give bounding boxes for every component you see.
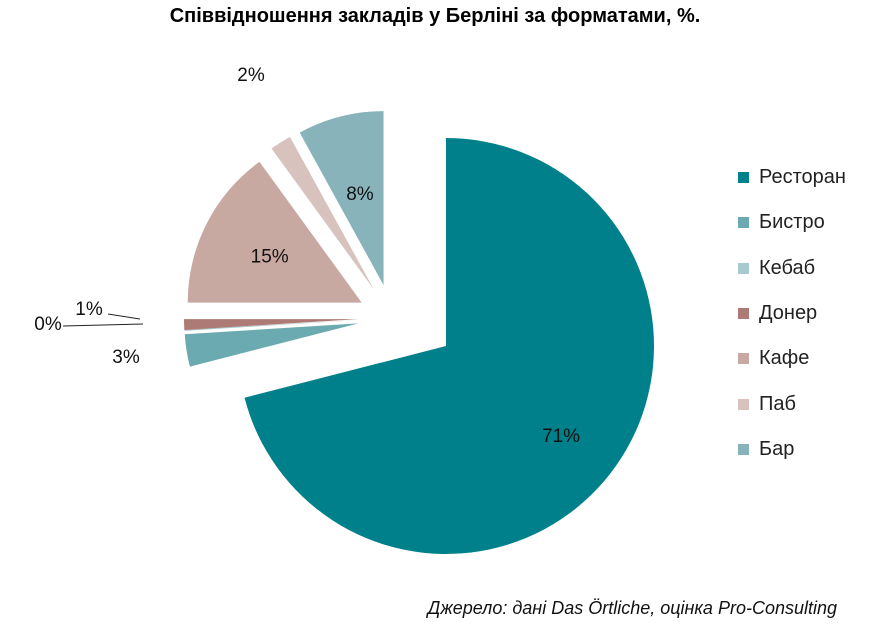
legend-label: Кафе (759, 347, 810, 370)
legend-item-3: Кебаб (738, 246, 846, 291)
data-label-2: 3% (112, 347, 140, 368)
data-label-4: 1% (75, 299, 103, 320)
leader-lines (62, 313, 144, 327)
legend-swatch (738, 262, 749, 274)
legend-swatch (738, 172, 749, 184)
data-label-6: 2% (237, 65, 265, 86)
pie-slice-5 (187, 161, 362, 303)
legend-swatch (738, 217, 749, 229)
pie-slice-1 (244, 138, 654, 554)
legend-item-1: Ресторан (738, 155, 846, 200)
pie-slice-3 (184, 320, 359, 331)
legend-item-6: Паб (738, 381, 846, 426)
leader-line-4 (107, 313, 141, 320)
legend-swatch (738, 353, 749, 365)
leader-line-3 (62, 323, 144, 327)
legend-item-2: Бистро (738, 200, 846, 245)
legend-swatch (738, 398, 749, 410)
legend-item-5: Кафе (738, 336, 846, 381)
pie-slice-4 (184, 319, 359, 330)
legend: Ресторан Бистро Кебаб Донер Кафе Паб Бар (738, 155, 846, 472)
legend-label: Ресторан (759, 166, 846, 189)
legend-item-4: Донер (738, 291, 846, 336)
pie-slice-6 (271, 136, 374, 290)
legend-swatch (738, 308, 749, 320)
legend-label: Паб (759, 392, 796, 415)
legend-swatch (738, 443, 749, 455)
legend-label: Бистро (759, 211, 825, 234)
pie-data-labels: 71% 3% 0% 1% 15% 2% 8% (34, 65, 580, 447)
legend-item-7: Бар (738, 427, 846, 472)
data-label-7: 8% (346, 184, 374, 205)
legend-label: Кебаб (759, 256, 816, 279)
pie-slices (184, 111, 654, 554)
chart-title: Співвідношення закладів у Берліні за фор… (169, 5, 701, 27)
legend-label: Бар (759, 437, 795, 460)
data-label-5: 15% (251, 247, 289, 268)
source-note: Джерело: дані Das Örtliche, оцінка Pro-C… (427, 598, 837, 618)
data-label-3: 0% (34, 314, 62, 335)
pie-slice-7 (299, 111, 384, 286)
legend-label: Донер (759, 302, 818, 325)
data-label-1: 71% (542, 426, 580, 447)
pie-slice-2 (184, 323, 359, 367)
